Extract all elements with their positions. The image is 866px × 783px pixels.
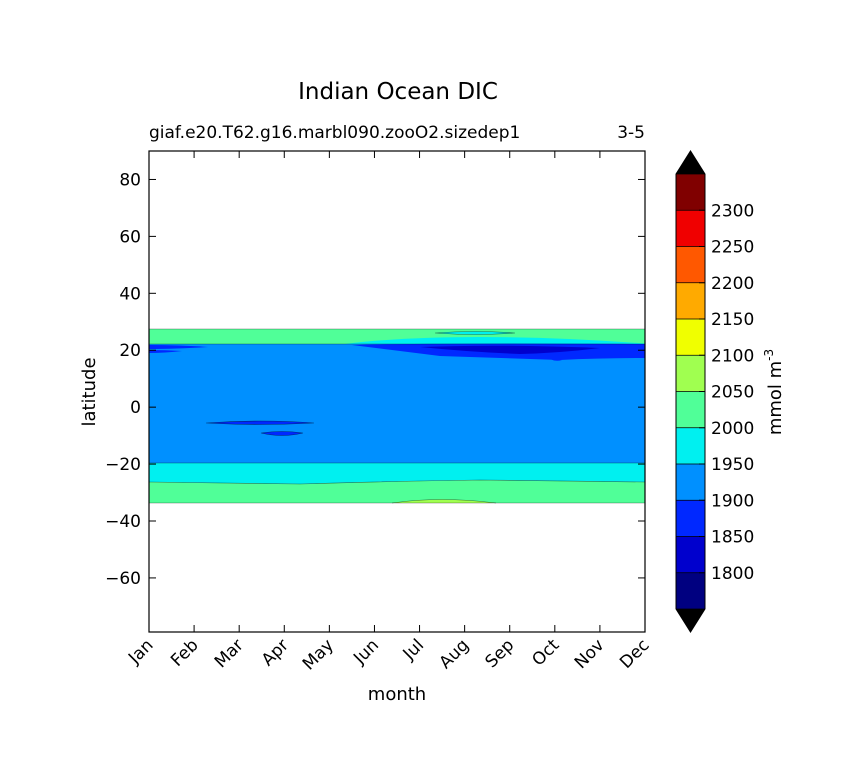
x-axis-label: month [368,684,426,705]
colorbar-extend-low [676,609,705,632]
colorbar-segment [676,464,705,501]
x-tick-label: Dec [616,635,653,672]
y-tick-label: 0 [130,398,141,418]
patch-1850-1900-apr-2 [261,431,303,436]
colorbar-label-exponent: -3 [762,349,776,361]
colorbar-tick-label: 2000 [711,419,754,439]
y-tick-label: 60 [119,227,141,247]
colorbar-tick-label: 1800 [711,564,754,584]
y-tick-label: 80 [119,170,141,190]
colorbar-tick-label: 2300 [711,201,754,221]
y-tick-label: −40 [105,512,141,532]
plot-area: 80 60 40 20 0 −20 −40 −60 Jan Feb Mar Apr May Jun Jul… [105,150,654,674]
y-tick-label: −60 [105,569,141,589]
colorbar-segment [676,210,705,247]
colorbar-tick-label: 2050 [711,383,754,403]
colorbar-label-unit: mmol m [765,361,786,435]
band-1900-1950 [149,344,645,464]
colorbar-segment [676,391,705,428]
colorbar-extend-high [676,151,705,174]
x-tick-label: Jul [399,635,428,664]
band-2000-2050-south [149,480,645,503]
colorbar: 1800 1850 1900 1950 2000 2050 2100 2150 2200 2250… [675,150,754,633]
x-tick-label: Mar [211,635,248,672]
band-1950-2000-south [149,463,645,484]
colorbar-segment [676,319,705,356]
colorbar-tick-label: 2100 [711,346,754,366]
patch-1850-1900-apr [206,421,314,425]
colorbar-segment [676,246,705,283]
y-axis-label: latitude [79,357,100,426]
band-1950-2000-north [149,337,645,344]
x-tick-label: Aug [436,635,474,673]
chart-subtitle-right: 3-5 [617,123,645,143]
colorbar-segment [676,427,705,464]
colorbar-segment [676,536,705,573]
colorbar-segment [676,355,705,392]
colorbar-tick-label: 1850 [711,528,754,548]
patch-1950-2000-cap [435,331,515,335]
patch-1850-1900-northwest [149,345,208,349]
x-tick-label: May [299,635,338,674]
y-tick-label: 40 [119,284,141,304]
chart-title: Indian Ocean DIC [298,79,498,105]
plot-frame [148,150,646,633]
contour-lines [148,328,646,504]
colorbar-tick-label: 2150 [711,310,754,330]
chart-subtitle-left: giaf.e20.T62.g16.marbl090.zooO2.sizedep1 [149,123,520,143]
colorbar-outline [675,150,706,633]
patch-1850-1900-northwest-2 [149,350,182,353]
colorbar-tick-label: 2200 [711,274,754,294]
colorbar-tick-label: 1950 [711,455,754,475]
x-tick-label: Oct [528,635,563,670]
x-tick-label: Jan [124,635,157,668]
y-tick-label: −20 [105,455,141,475]
y-axis-ticks: 80 60 40 20 0 −20 −40 −60 [105,170,645,589]
colorbar-segment [676,500,705,537]
patch-1850-1900-oct [550,358,562,361]
contour-fills [149,329,645,503]
colorbar-segment [676,282,705,319]
y-tick-label: 20 [119,341,141,361]
x-tick-label: Feb [167,635,202,670]
x-tick-label: Apr [258,635,293,670]
x-tick-label: Nov [571,635,609,673]
colorbar-segment [676,572,705,609]
patch-1800-1850-northeast [420,345,600,354]
x-tick-label: Jun [349,635,383,669]
colorbar-tick-label: 2250 [711,238,754,258]
colorbar-label: mmol m-3 [762,349,786,435]
colorbar-tick-label: 1900 [711,491,754,511]
colorbar-segment [676,174,705,211]
x-tick-label: Sep [481,635,518,672]
